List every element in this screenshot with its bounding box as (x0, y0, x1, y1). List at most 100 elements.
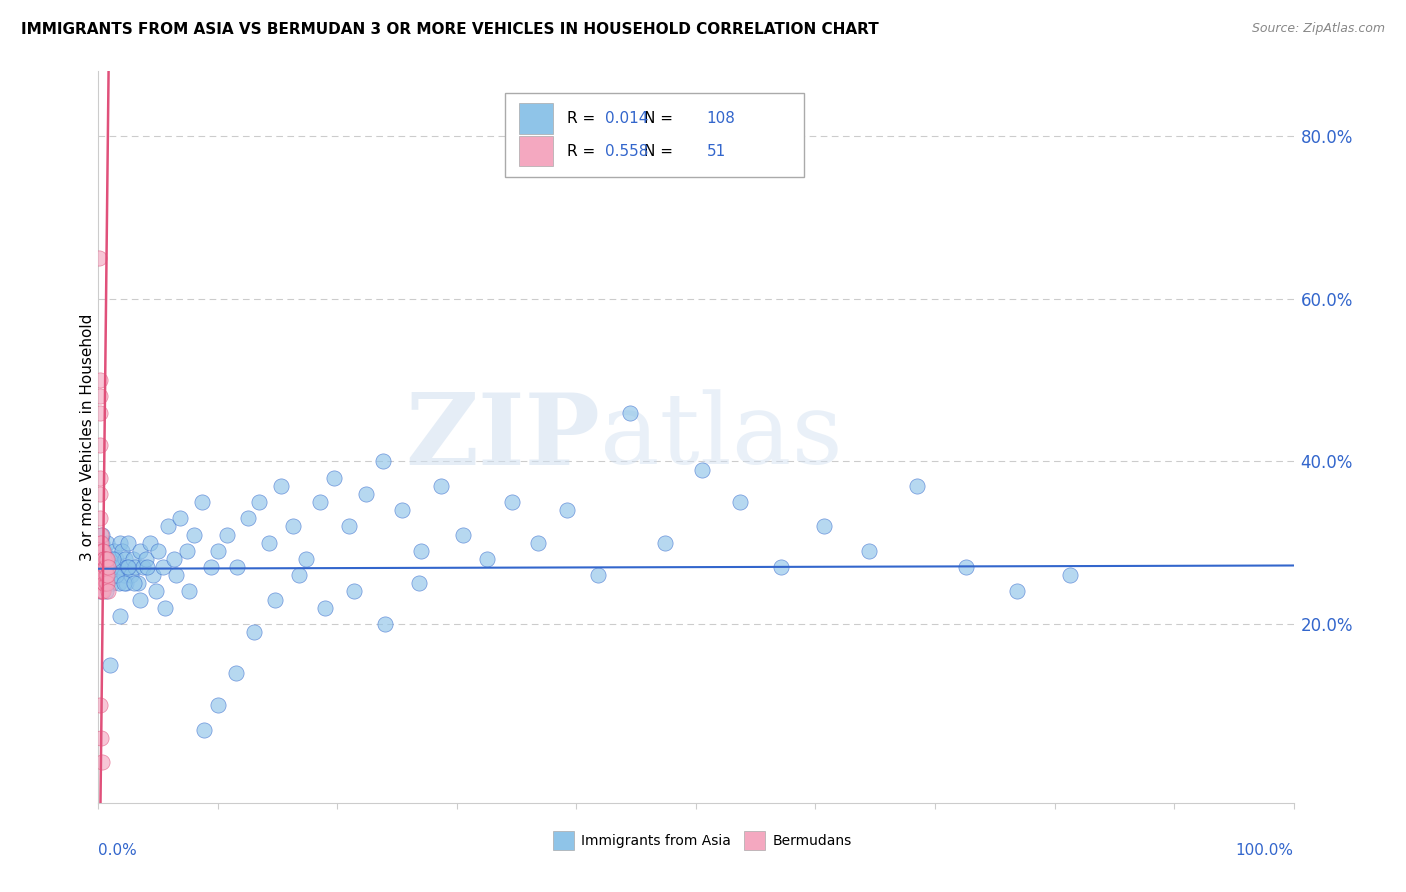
Point (107, 576, 129, 591)
Point (217, 527, 239, 541)
Point (129, 544, 152, 558)
Point (259, 535, 281, 549)
Point (90, 568, 112, 582)
Point (813, 519, 835, 533)
Point (555, 503, 578, 517)
Point (90, 552, 112, 566)
FancyBboxPatch shape (519, 103, 553, 134)
Text: 0.558: 0.558 (605, 144, 648, 159)
Point (728, 495, 751, 509)
Point (91, 535, 114, 549)
Point (91, 576, 114, 591)
Point (115, 576, 138, 591)
Point (111, 544, 134, 558)
Point (96, 568, 118, 582)
Point (411, 544, 433, 558)
Point (139, 535, 162, 549)
Point (200, 560, 222, 574)
Point (236, 511, 259, 525)
Point (90, 576, 112, 591)
Point (114, 552, 136, 566)
Point (107, 560, 129, 574)
Point (90, 576, 112, 591)
Point (117, 560, 139, 574)
FancyBboxPatch shape (744, 831, 765, 850)
Point (94, 576, 117, 591)
Point (769, 560, 792, 574)
Point (193, 723, 215, 737)
Point (101, 560, 124, 574)
Point (905, 479, 928, 493)
Point (322, 471, 344, 485)
Point (103, 544, 125, 558)
Point (270, 479, 292, 493)
Point (183, 527, 205, 541)
Point (122, 552, 145, 566)
Point (97, 560, 120, 574)
Point (152, 560, 174, 574)
Text: 100.0%: 100.0% (1236, 843, 1294, 858)
Point (127, 576, 149, 591)
Point (145, 584, 167, 599)
Point (89, 535, 111, 549)
Point (93, 560, 115, 574)
Point (163, 552, 186, 566)
Point (91, 755, 114, 769)
Point (90, 552, 112, 566)
Point (90, 535, 112, 549)
Point (156, 519, 179, 533)
Point (89, 471, 111, 485)
Point (339, 519, 361, 533)
Point (89, 438, 111, 452)
Point (97, 560, 120, 574)
Point (90, 731, 112, 745)
Text: 0.014: 0.014 (605, 111, 648, 126)
Point (124, 560, 146, 574)
Point (131, 560, 153, 574)
Point (93, 552, 115, 566)
Point (408, 576, 430, 591)
Point (343, 584, 366, 599)
Point (98, 657, 122, 672)
Point (94, 552, 117, 566)
Text: Immigrants from Asia: Immigrants from Asia (581, 834, 731, 847)
Point (91, 552, 114, 566)
Point (97, 560, 120, 574)
Point (117, 535, 139, 549)
Text: 108: 108 (707, 111, 735, 126)
Point (120, 568, 142, 582)
Point (93, 568, 115, 582)
Point (90, 568, 112, 582)
Point (226, 560, 249, 574)
Point (155, 600, 177, 615)
Point (98, 568, 121, 582)
Point (955, 560, 977, 574)
Text: R =          N =: R = N = (567, 144, 678, 159)
Point (136, 560, 159, 574)
Point (475, 552, 498, 566)
Point (90, 584, 112, 599)
FancyBboxPatch shape (553, 831, 574, 850)
Point (142, 568, 165, 582)
Point (94, 568, 117, 582)
Point (858, 544, 880, 558)
FancyBboxPatch shape (519, 136, 553, 167)
Point (308, 495, 330, 509)
Point (94, 576, 117, 591)
Point (129, 592, 152, 607)
Point (96, 560, 118, 574)
Point (89, 560, 111, 574)
Point (89, 584, 111, 599)
Point (91, 560, 114, 574)
Point (96, 552, 118, 566)
Point (1007, 584, 1029, 599)
Point (93, 576, 115, 591)
Point (91, 576, 114, 591)
Point (374, 617, 396, 632)
Point (91, 584, 114, 599)
Text: Bermudans: Bermudans (772, 834, 852, 847)
Point (91, 568, 114, 582)
Point (91, 544, 114, 558)
Point (91, 544, 114, 558)
Point (90, 560, 112, 574)
